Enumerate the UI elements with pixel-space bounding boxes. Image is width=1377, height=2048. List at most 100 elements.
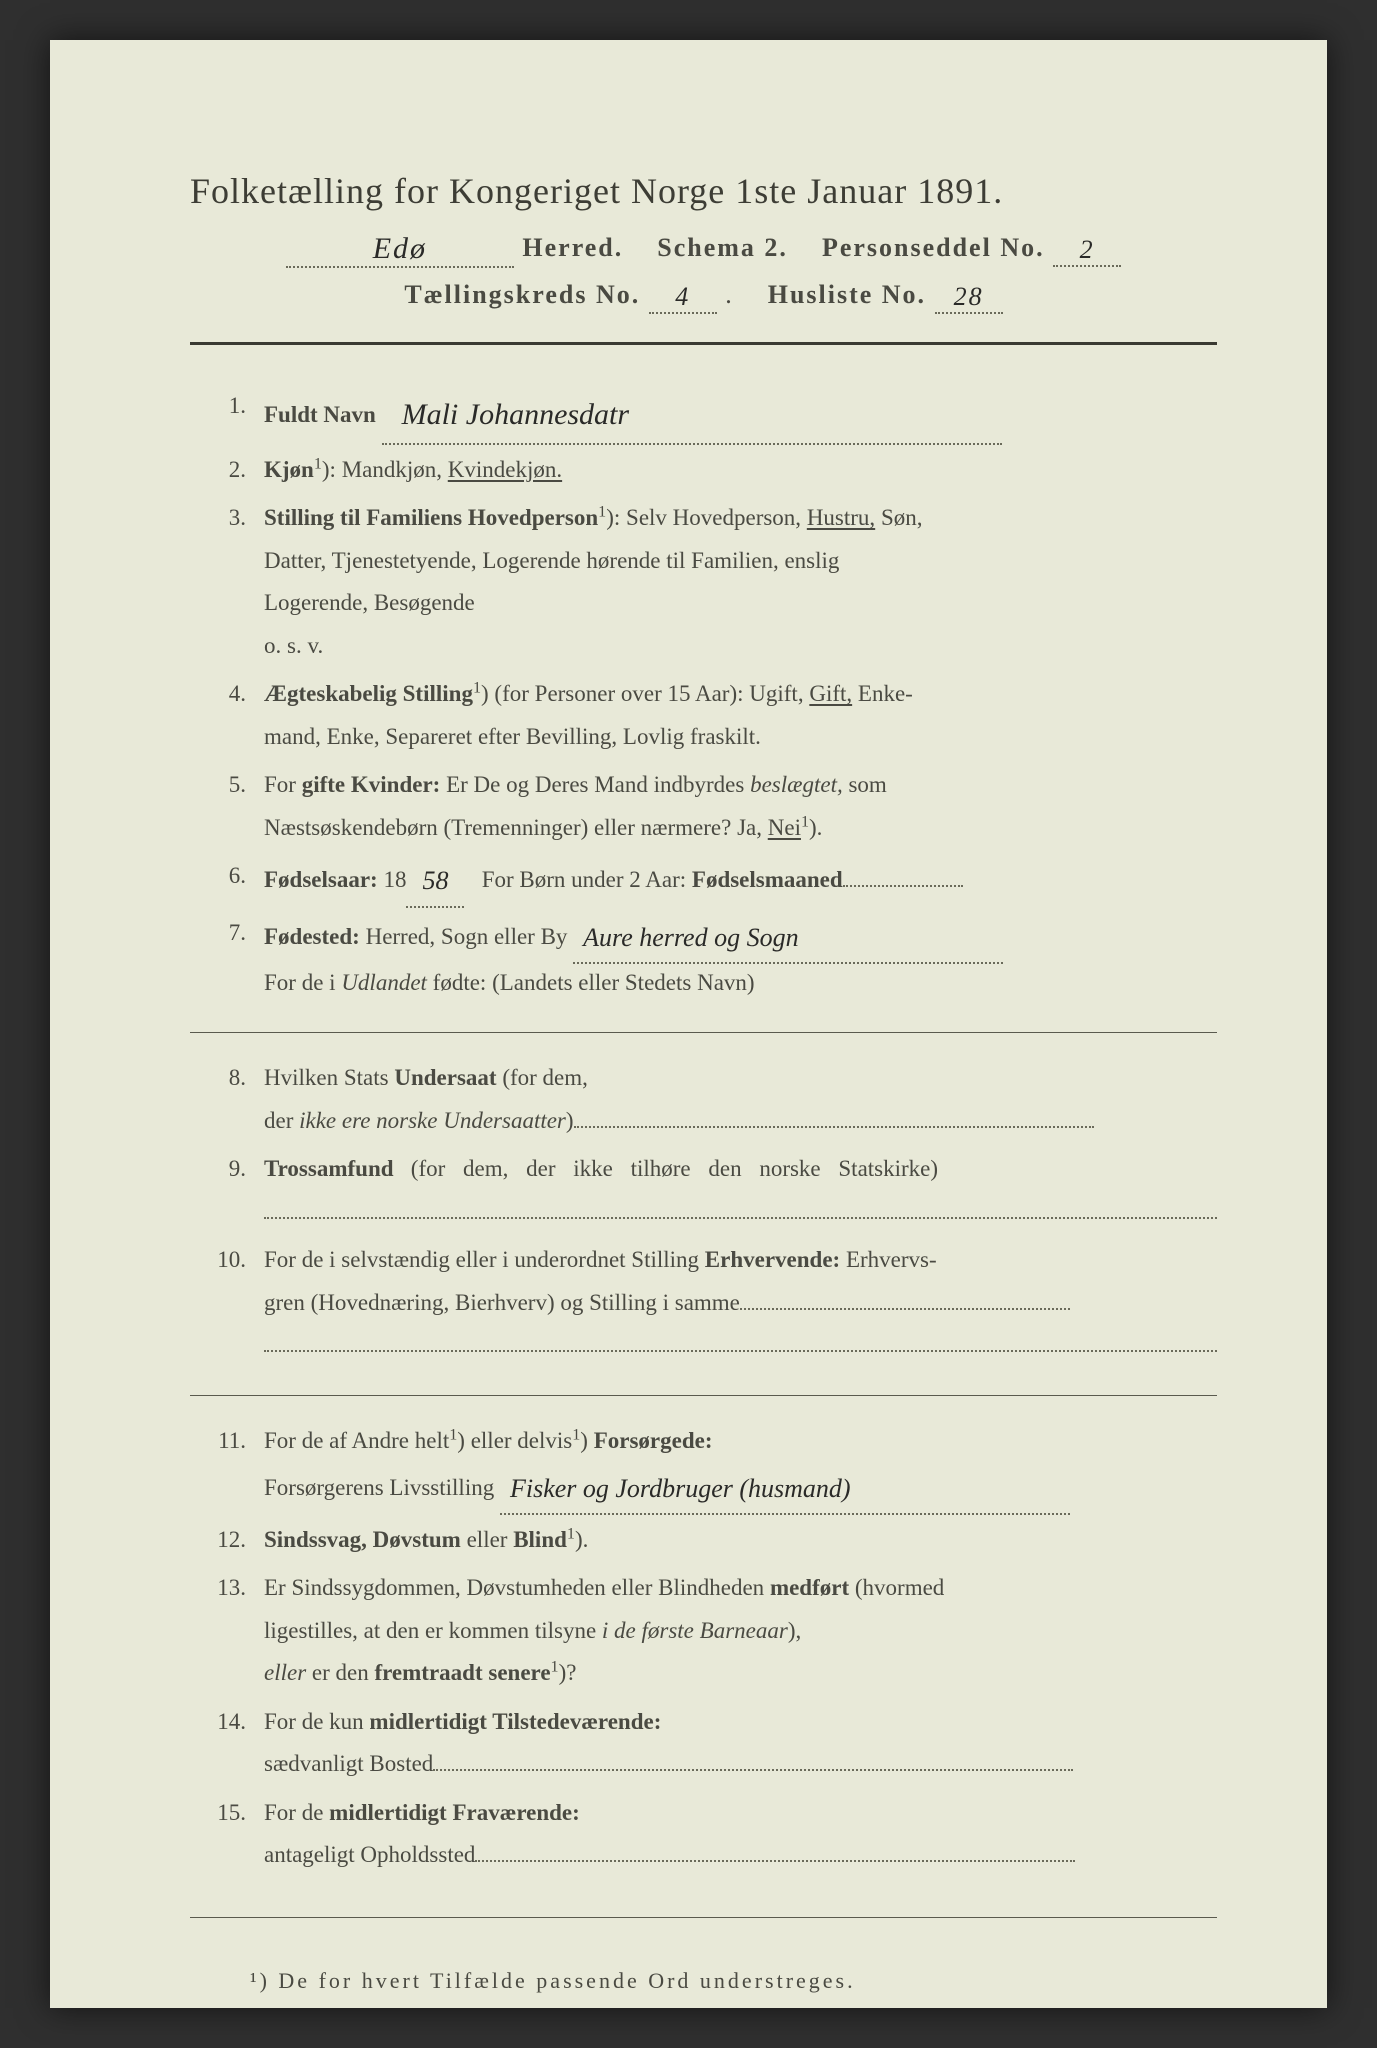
q1-label: Fuldt Navn <box>264 402 376 427</box>
q5-selected: Nei <box>768 815 801 840</box>
q12-bold: Sindssvag, Døvstum <box>264 1527 461 1552</box>
footnote-marker: ¹) <box>250 1968 270 1993</box>
q9-text: (for dem, der ikke tilhøre den norske St… <box>411 1156 938 1181</box>
q11-line2: Forsørgerens Livsstilling <box>264 1475 494 1500</box>
q4-opt2: Enke- <box>858 681 913 706</box>
q12-bold2: Blind <box>513 1527 567 1552</box>
q2-option-male: Mandkjøn, <box>342 457 442 482</box>
q10-line2: gren (Hovednæring, Bierhverv) og Stillin… <box>264 1290 740 1315</box>
item-4: 4. Ægteskabelig Stilling1) (for Personer… <box>190 673 1217 758</box>
q3-text: Selv Hovedperson, <box>626 505 801 530</box>
item-2: 2. Kjøn1): Mandkjøn, Kvindekjøn. <box>190 449 1217 492</box>
q11-text1: For de af Andre helt <box>264 1428 449 1453</box>
question-list: 1. Fuldt Navn Mali Johannesdatr 2. Kjøn1… <box>190 385 1217 1877</box>
q6-text: For Børn under 2 Aar: <box>482 867 686 892</box>
q9-bold: Trossamfund <box>264 1156 394 1181</box>
header-line-3: Tællingskreds No. 4 . Husliste No. 28 <box>190 280 1217 312</box>
q13-text2: (hvormed <box>855 1575 944 1600</box>
q5-text1: Er De og Deres Mand indbyrdes <box>446 772 744 797</box>
personseddel-label: Personseddel No. <box>822 233 1045 262</box>
personseddel-value: 2 <box>1053 235 1121 267</box>
husliste-value: 28 <box>935 282 1003 314</box>
item-number: 10. <box>190 1239 264 1367</box>
header-line-2: Edø Herred. Schema 2. Personseddel No. 2 <box>190 230 1217 266</box>
form-title: Folketælling for Kongeriget Norge 1ste J… <box>190 170 1217 212</box>
q13-bold2: fremtraadt senere <box>374 1660 550 1685</box>
item-8: 8. Hvilken Stats Undersaat (for dem, der… <box>190 1057 1217 1142</box>
q5-bold: gifte Kvinder: <box>302 772 441 797</box>
q8-line2b: ) <box>566 1108 574 1133</box>
q5-pre: For <box>264 772 296 797</box>
herred-value: Edø <box>286 232 514 268</box>
q8-bold: Undersaat <box>394 1065 496 1090</box>
q6-label: Fødselsaar: <box>264 867 378 892</box>
footer-rule <box>190 1917 1217 1918</box>
q11-value: Fisker og Jordbruger (husmand) <box>500 1465 1070 1515</box>
item-number: 13. <box>190 1567 264 1695</box>
item-13: 13. Er Sindssygdommen, Døvstumheden elle… <box>190 1567 1217 1695</box>
q13-italic: i de første Barneaar <box>602 1618 788 1643</box>
q14-bold: midlertidigt Tilstedeværende: <box>369 1709 661 1734</box>
q10-text1: For de i selvstændig eller i underordnet… <box>264 1247 699 1272</box>
q3-selected: Hustru, <box>807 505 875 530</box>
item-number: 5. <box>190 764 264 849</box>
q8-line2: der <box>264 1108 293 1133</box>
q7-italic: Udlandet <box>341 970 427 995</box>
q14-text: For de kun <box>264 1709 364 1734</box>
q7-value: Aure herred og Sogn <box>573 914 1003 964</box>
q11-text2: eller delvis <box>471 1428 573 1453</box>
q4-line2: mand, Enke, Separeret efter Bevilling, L… <box>264 724 761 749</box>
q13-bold: medført <box>770 1575 849 1600</box>
footnote: ¹) De for hvert Tilfælde passende Ord un… <box>190 1968 1217 1994</box>
item-12: 12. Sindssvag, Døvstum eller Blind1). <box>190 1519 1217 1562</box>
q10-bold: Erhvervende: <box>705 1247 840 1272</box>
q4-label: Ægteskabelig Stilling <box>264 681 473 706</box>
item-5: 5. For gifte Kvinder: Er De og Deres Man… <box>190 764 1217 849</box>
q3-line3: Logerende, Besøgende <box>264 590 475 615</box>
item-number: 9. <box>190 1148 264 1233</box>
q8-italic: ikke ere norske Undersaatter <box>299 1108 566 1133</box>
item-7: 7. Fødested: Herred, Sogn eller By Aure … <box>190 912 1217 1005</box>
q4-paren: (for Personer over 15 Aar): <box>494 681 743 706</box>
item-15: 15. For de midlertidigt Fraværende: anta… <box>190 1792 1217 1877</box>
item-9: 9. Trossamfund (for dem, der ikke tilhør… <box>190 1148 1217 1233</box>
q14-line2: sædvanligt Bosted <box>264 1751 433 1776</box>
item-number: 8. <box>190 1057 264 1142</box>
q5-text2: som <box>848 772 886 797</box>
q4-selected: Gift, <box>809 681 852 706</box>
item-number: 2. <box>190 449 264 492</box>
footnote-text: De for hvert Tilfælde passende Ord under… <box>278 1968 855 1993</box>
q7-line2: For de i <box>264 970 336 995</box>
q4-opt1: Ugift, <box>749 681 803 706</box>
item-3: 3. Stilling til Familiens Hovedperson1):… <box>190 497 1217 667</box>
q13-line3b: er den <box>312 1660 369 1685</box>
q2-selected-female: Kvindekjøn. <box>448 457 562 482</box>
census-form-page: Folketælling for Kongeriget Norge 1ste J… <box>50 40 1327 2008</box>
q8-text2: (for dem, <box>502 1065 588 1090</box>
item-number: 1. <box>190 385 264 443</box>
item-11: 11. For de af Andre helt1) eller delvis1… <box>190 1420 1217 1513</box>
q1-value: Mali Johannesdatr <box>382 387 1002 445</box>
scan-background: Folketælling for Kongeriget Norge 1ste J… <box>0 0 1377 2048</box>
q2-label: Kjøn <box>264 457 314 482</box>
item-number: 7. <box>190 912 264 1005</box>
item-10: 10. For de i selvstændig eller i underor… <box>190 1239 1217 1367</box>
herred-label: Herred. <box>522 233 623 262</box>
item-number: 4. <box>190 673 264 758</box>
q13-line2a: ligestilles, at den er kommen tilsyne <box>264 1618 596 1643</box>
q3-line4: o. s. v. <box>264 633 323 658</box>
section-rule-1 <box>190 1032 1217 1033</box>
q3-line2: Datter, Tjenestetyende, Logerende hørend… <box>264 548 839 573</box>
item-number: 15. <box>190 1792 264 1877</box>
q13-text1: Er Sindssygdommen, Døvstumheden eller Bl… <box>264 1575 764 1600</box>
q3-text: Søn, <box>881 505 923 530</box>
item-number: 6. <box>190 855 264 905</box>
q15-text: For de <box>264 1800 323 1825</box>
item-1: 1. Fuldt Navn Mali Johannesdatr <box>190 385 1217 443</box>
item-number: 3. <box>190 497 264 667</box>
item-number: 11. <box>190 1420 264 1513</box>
q6-prefix: 18 <box>383 867 406 892</box>
kreds-value: 4 <box>649 282 717 314</box>
q7-label: Fødested: <box>264 924 360 949</box>
q13-line3a: eller <box>264 1660 306 1685</box>
